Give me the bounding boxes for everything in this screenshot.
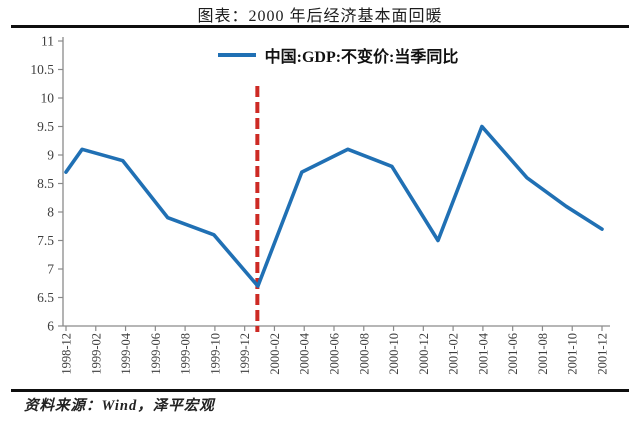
x-tick-label: 1999-10	[208, 333, 222, 375]
x-tick-label: 1999-12	[238, 333, 252, 375]
x-tick-label: 2000-04	[298, 332, 312, 374]
x-tick-label: 2000-06	[328, 333, 342, 375]
x-tick-label: 1999-04	[119, 332, 133, 374]
x-tick-label: 2001-12	[596, 333, 610, 375]
y-tick-label: 10.5	[30, 62, 54, 77]
chart-title: 图表：2000 年后经济基本面回暖	[197, 8, 443, 25]
x-tick-label: 2001-08	[536, 333, 550, 375]
legend-label: 中国:GDP:不变价:当季同比	[264, 49, 459, 66]
x-tick-label: 1999-08	[179, 333, 193, 375]
x-tick-label: 2000-12	[417, 333, 431, 375]
y-tick-label: 8	[47, 205, 54, 220]
y-tick-label: 6.5	[37, 290, 54, 305]
y-tick-label: 9	[47, 148, 54, 163]
y-tick-label: 6	[47, 319, 54, 334]
top-divider	[11, 25, 629, 28]
legend-line-marker	[217, 53, 256, 57]
bottom-divider	[11, 389, 629, 392]
source-note: 资料来源：Wind，泽平宏观	[24, 398, 215, 414]
x-tick-label: 2001-10	[566, 333, 580, 375]
x-tick-label: 1998-12	[60, 333, 74, 375]
y-tick-label: 11	[41, 34, 54, 49]
y-tick-label: 9.5	[37, 119, 54, 134]
y-tick-label: 8.5	[37, 176, 54, 191]
y-tick-label: 7	[47, 262, 54, 277]
x-tick-label: 2001-02	[447, 333, 461, 375]
x-tick-label: 2000-10	[387, 333, 401, 375]
gdp-line-series	[64, 124, 604, 288]
y-tick-label: 10	[41, 91, 55, 106]
x-tick-label: 1999-06	[149, 333, 163, 375]
x-tick-label: 1999-02	[89, 333, 103, 375]
x-tick-label: 2001-04	[476, 332, 490, 374]
legend: 中国:GDP:不变价:当季同比	[0, 43, 640, 67]
x-tick-label: 2001-06	[506, 333, 520, 375]
y-tick-label: 7.5	[37, 233, 54, 248]
x-tick-label: 2000-02	[268, 333, 282, 375]
x-tick-label: 2000-08	[357, 333, 371, 375]
